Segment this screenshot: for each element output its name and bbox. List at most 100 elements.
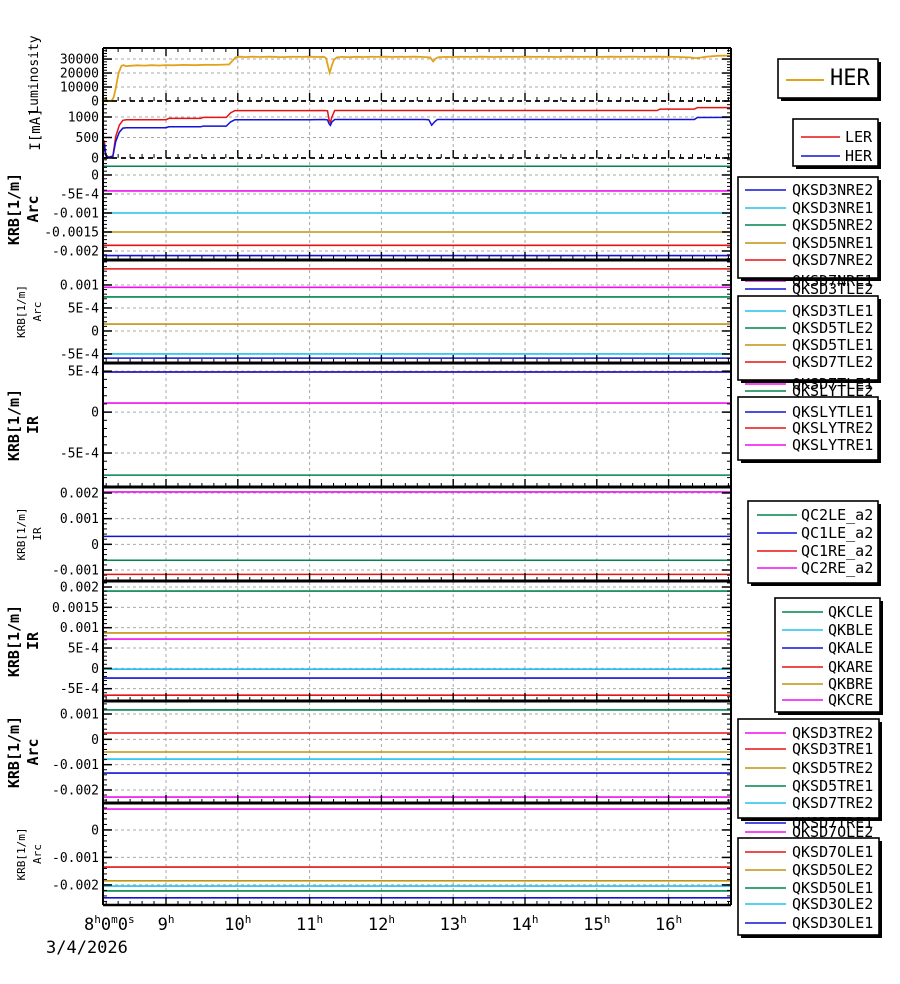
legend-entry-QKSD5TRE1: QKSD5TRE1 bbox=[745, 777, 873, 795]
legend-entry-QKSD3NRE1: QKSD3NRE1 bbox=[745, 199, 873, 217]
legend-entry-LER: LER bbox=[801, 128, 873, 146]
x-hour-label: 14h bbox=[511, 913, 538, 935]
y-tick-label: -0.002 bbox=[52, 244, 99, 259]
legend-entry-HER: HER bbox=[786, 66, 870, 91]
legend-entry-QKBRE: QKBRE bbox=[782, 675, 873, 693]
legend-label: QKSD3TRE2 bbox=[792, 724, 873, 742]
y-tick-label: -0.0015 bbox=[44, 225, 99, 240]
legend-entry-QC2LE_a2: QC2LE_a2 bbox=[757, 506, 873, 524]
x-hour-label: 10h bbox=[224, 913, 251, 935]
legend-label: QKSD3TLE1 bbox=[792, 302, 873, 320]
plot-series-krb-ir-qc bbox=[103, 491, 731, 576]
legend-label: QC1RE_a2 bbox=[801, 542, 873, 560]
y-tick-label: 0 bbox=[91, 152, 99, 167]
y-tick-label: -5E-4 bbox=[60, 447, 99, 462]
legend-entry-QKSLYTLE1: QKSLYTLE1 bbox=[745, 403, 873, 421]
y-tick-label: 0.001 bbox=[60, 621, 99, 636]
legend-box-border bbox=[737, 718, 880, 819]
plot-series-beam-current bbox=[102, 106, 732, 159]
legend-label: QKBRE bbox=[828, 675, 873, 693]
legend-label: QC2RE_a2 bbox=[801, 559, 873, 577]
legend-entry-QKCRE: QKCRE bbox=[782, 691, 873, 709]
y-tick-label: -0.001 bbox=[52, 564, 99, 579]
x-axis-start-label: 8h​0m​0s​ bbox=[84, 913, 135, 935]
legend-shadow-right bbox=[878, 504, 881, 586]
legend-shadow-bottom bbox=[781, 98, 881, 101]
legend-label: QKSD7TRE2 bbox=[792, 794, 873, 812]
legend-box-border bbox=[747, 500, 879, 584]
legend-shadow-bottom bbox=[741, 278, 881, 281]
y-tick-label: 5E-4 bbox=[68, 365, 99, 380]
legend-shadow-bottom bbox=[778, 712, 883, 715]
legend-krb-arc-nre: QKSD3NRE2QKSD3NRE1QKSD5NRE2QKSD5NRE1QKSD… bbox=[737, 176, 881, 290]
y-tick-label: 5E-4 bbox=[68, 642, 99, 657]
legend-box-fill bbox=[738, 177, 878, 278]
legend-shadow-right bbox=[880, 601, 883, 715]
legend-label: QKSD7NRE2 bbox=[792, 251, 873, 269]
legend-luminosity: HER bbox=[777, 58, 881, 101]
y-tick-label: -5E-4 bbox=[60, 187, 99, 202]
y-axis-title: I[mA] bbox=[28, 108, 44, 150]
legend-shadow-right bbox=[879, 841, 882, 938]
legend-label: QKSD5TRE2 bbox=[792, 759, 873, 777]
y-tick-label: 0 bbox=[91, 823, 99, 838]
legend-box-border bbox=[737, 295, 879, 381]
y-tick-label: 0.002 bbox=[60, 581, 99, 596]
plot-axis-krb-arc-nre: 0 -5E-4 -0.001 -0.0015 -0.002 KRB[1/m] Arc bbox=[5, 159, 731, 259]
plot-series-krb-arc-nre bbox=[103, 165, 731, 257]
legend-shadow-right bbox=[878, 180, 881, 281]
legend-entry-QKSD3NRE2: QKSD3NRE2 bbox=[745, 181, 873, 199]
y-tick-label: -0.001 bbox=[52, 206, 99, 221]
legend-shadow-bottom bbox=[741, 818, 882, 821]
legend-box-border bbox=[774, 597, 881, 713]
legend-entry-QKARE: QKARE bbox=[782, 658, 873, 676]
legend-label: QKSD5TLE2 bbox=[792, 319, 873, 337]
x-hour-label: 13h bbox=[440, 913, 467, 935]
y-axis-title: KRB[1/m] bbox=[5, 605, 23, 677]
legend-label: QKSD5OLE1 bbox=[792, 879, 873, 897]
x-hour-label: 11h bbox=[296, 913, 323, 935]
plot-series-krb-arc-ole bbox=[103, 808, 731, 899]
legend-entry-QC1LE_a2: QC1LE_a2 bbox=[757, 524, 873, 542]
y-axis-title: KRB[1/m] bbox=[5, 173, 23, 245]
legend-shadow-right bbox=[878, 299, 881, 383]
legend-label: QKBLE bbox=[828, 621, 873, 639]
legend-box-border bbox=[737, 396, 879, 461]
plot-axis-krb-ir-qk: 0.002 0.0015 0.001 5E-4 0 -5E-4 KRB[1/m] IR bbox=[5, 581, 731, 702]
y-tick-label: 30000 bbox=[60, 53, 99, 68]
plot-axis-krb-arc-tle: 0.001 5E-4 0 -5E-4 KRB[1/m] Arc bbox=[15, 261, 731, 362]
y-tick-label: -5E-4 bbox=[60, 682, 99, 697]
legend-shadow-right bbox=[879, 722, 882, 821]
legend-shadow-right bbox=[878, 400, 881, 463]
y-tick-label: 10000 bbox=[60, 81, 99, 96]
y-tick-label: 0.0015 bbox=[52, 601, 99, 616]
plot-series-krb-arc-tre bbox=[103, 709, 731, 798]
legend-label: HER bbox=[845, 147, 873, 165]
legend-entry-QKSD3OLE2: QKSD3OLE2 bbox=[745, 895, 873, 913]
legend-label: QKSD5NRE2 bbox=[792, 216, 873, 234]
legend-label: LER bbox=[845, 128, 873, 146]
legend-label: QKCRE bbox=[828, 691, 873, 709]
legend-box-border bbox=[737, 837, 880, 936]
x-axis-labels: 8h​0m​0s​ 9h 10h 11h 12h 13h 14h 15h 16h bbox=[84, 913, 682, 935]
y-tick-label: 0.002 bbox=[60, 486, 99, 501]
y-tick-label: -0.001 bbox=[52, 758, 99, 773]
y-axis-title-sub: Arc bbox=[24, 195, 42, 222]
plot-series-krb-ir-qk bbox=[103, 590, 731, 696]
y-axis-title: KRB[1/m] bbox=[5, 716, 23, 788]
y-tick-label: 0.001 bbox=[60, 708, 99, 723]
legend-label: QKSD5TRE1 bbox=[792, 777, 873, 795]
legend-box-fill bbox=[793, 119, 878, 166]
legend-krb-arc-tre: QKSD3TRE2QKSD3TRE1QKSD5TRE2QKSD5TRE1QKSD… bbox=[737, 718, 882, 832]
x-hour-label: 15h bbox=[583, 913, 610, 935]
plot-axis-krb-arc-tre: 0.001 0 -0.001 -0.002 KRB[1/m] Arc bbox=[5, 703, 731, 801]
legend-label: QKSLYTLE1 bbox=[792, 403, 873, 421]
legend-label: QKSD5OLE2 bbox=[792, 861, 873, 879]
legend-entry-QKSD5NRE1: QKSD5NRE1 bbox=[745, 234, 873, 252]
legend-box-border bbox=[792, 118, 879, 167]
legend-entry-QKSD3TRE1: QKSD3TRE1 bbox=[745, 740, 873, 758]
legend-shadow-bottom bbox=[796, 166, 881, 169]
legend-label: QKSD3TRE1 bbox=[792, 740, 873, 758]
